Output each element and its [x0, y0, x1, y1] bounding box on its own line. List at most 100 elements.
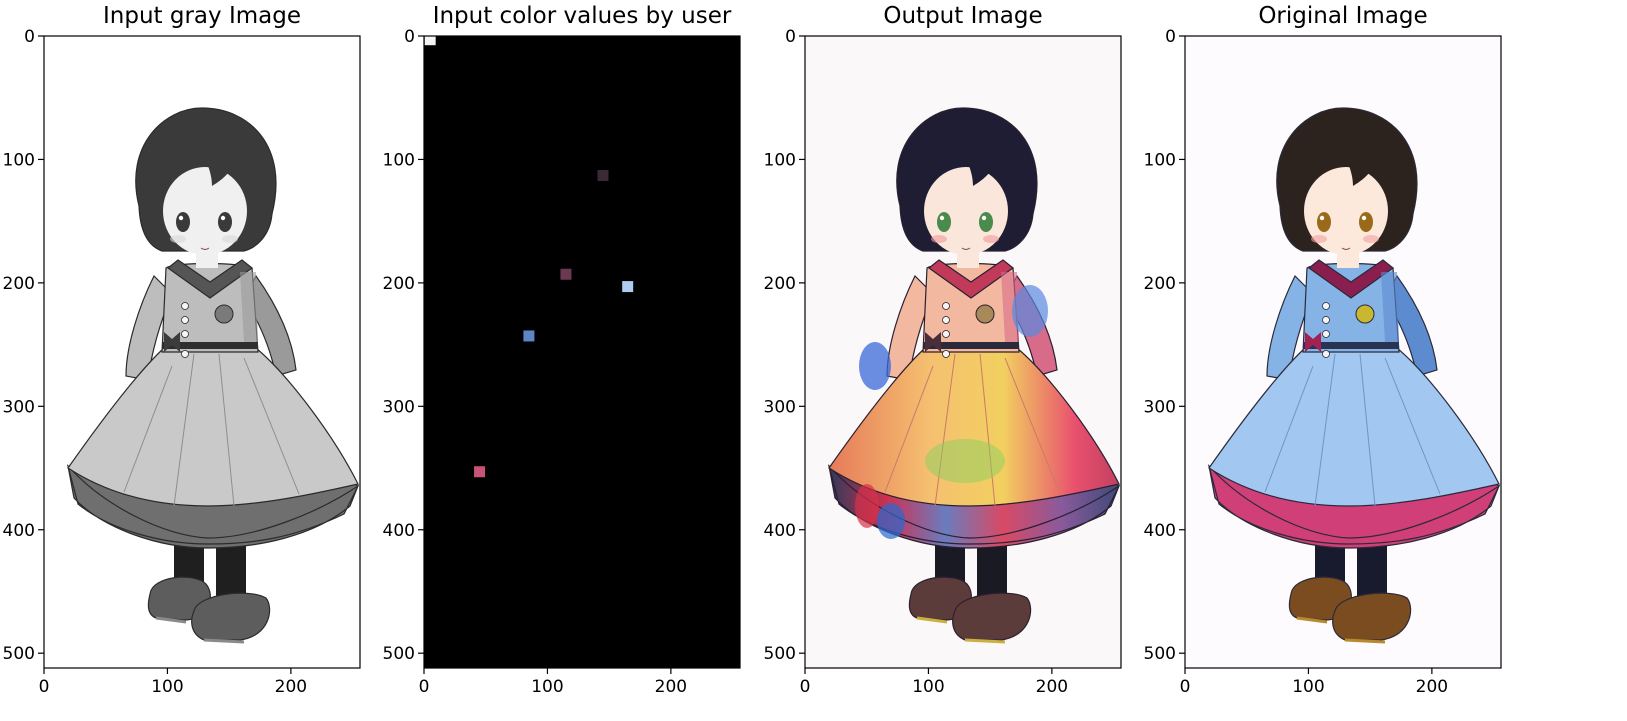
- axes-frame: [423, 35, 741, 669]
- y-tick-label: 200: [3, 274, 35, 294]
- face: [163, 167, 247, 255]
- y-tick-label: 400: [3, 521, 35, 541]
- x-tick-label: 0: [39, 677, 50, 697]
- y-tick-label: 300: [383, 397, 415, 417]
- y-tick-label: 400: [1144, 521, 1176, 541]
- image-area: [44, 36, 360, 668]
- hint-point: [474, 466, 486, 478]
- hair-bangs: [157, 125, 259, 208]
- y-tick-label: 300: [764, 397, 796, 417]
- hint-point: [622, 281, 634, 293]
- eye-left: [937, 212, 951, 232]
- button: [181, 302, 189, 310]
- hint-background: [424, 36, 740, 668]
- badge: [214, 304, 234, 324]
- eye-left: [176, 212, 190, 232]
- hint-point: [424, 36, 436, 46]
- y-tick-label: 0: [24, 27, 35, 47]
- blush-left: [931, 235, 947, 243]
- x-tick-label: 0: [1180, 677, 1191, 697]
- blush-right: [1363, 235, 1379, 243]
- shoe-sole: [155, 616, 245, 644]
- y-tick-label: 500: [1144, 644, 1176, 664]
- y-tick-label: 200: [1144, 274, 1176, 294]
- eye-right: [979, 212, 993, 232]
- axes-frame: [1184, 35, 1502, 669]
- eye-right: [1359, 212, 1373, 232]
- shoe-sole: [1296, 616, 1386, 644]
- belt: [1303, 342, 1399, 349]
- y-tick-label: 500: [383, 644, 415, 664]
- x-tick-label: 0: [800, 677, 811, 697]
- blush-right: [222, 235, 238, 243]
- blush-left: [1311, 235, 1327, 243]
- shoe-sole: [916, 616, 1006, 644]
- blush-right: [983, 235, 999, 243]
- shoe-right: [1332, 592, 1412, 641]
- collar: [1308, 259, 1394, 299]
- y-tick-label: 100: [383, 150, 415, 170]
- y-tick-label: 500: [764, 644, 796, 664]
- y-tick-label: 0: [404, 27, 415, 47]
- hair-bangs: [1298, 125, 1400, 208]
- x-tick-label: 100: [151, 677, 183, 697]
- bow: [164, 332, 180, 352]
- axes-frame: [804, 35, 1122, 669]
- mouth: [1341, 247, 1351, 250]
- button: [942, 330, 950, 338]
- panel-title: Input gray Image: [103, 3, 301, 29]
- x-tick-label: 0: [419, 677, 430, 697]
- blush-left: [170, 235, 186, 243]
- skirt: [828, 347, 1120, 507]
- image-area: [1185, 36, 1501, 668]
- eye-left: [1317, 212, 1331, 232]
- button: [1322, 302, 1330, 310]
- collar: [167, 259, 253, 299]
- panel-title: Original Image: [1258, 3, 1427, 29]
- y-tick-label: 200: [764, 274, 796, 294]
- y-tick-label: 400: [764, 521, 796, 541]
- hint-point: [597, 169, 609, 181]
- y-tick-label: 0: [785, 27, 796, 47]
- y-tick-label: 200: [383, 274, 415, 294]
- button: [1322, 316, 1330, 324]
- shoe-right: [191, 592, 271, 641]
- x-tick-label: 100: [1292, 677, 1324, 697]
- button: [942, 316, 950, 324]
- badge: [975, 304, 995, 324]
- badge: [1355, 304, 1375, 324]
- panel-title: Input color values by user: [433, 3, 732, 29]
- button: [942, 302, 950, 310]
- y-tick-label: 300: [1144, 397, 1176, 417]
- x-tick-label: 200: [275, 677, 307, 697]
- face: [1304, 167, 1388, 255]
- belt: [162, 342, 258, 349]
- axes-frame: [43, 35, 361, 669]
- bow: [925, 332, 941, 352]
- mouth: [961, 247, 971, 250]
- x-tick-label: 200: [655, 677, 687, 697]
- x-tick-label: 200: [1036, 677, 1068, 697]
- button: [181, 316, 189, 324]
- hint-point: [523, 330, 535, 342]
- button: [181, 330, 189, 338]
- y-tick-label: 0: [1165, 27, 1176, 47]
- y-tick-label: 300: [3, 397, 35, 417]
- skirt-folds: [1264, 353, 1441, 507]
- hint-point: [560, 268, 572, 280]
- button: [1322, 350, 1330, 358]
- button: [1322, 330, 1330, 338]
- bow: [1305, 332, 1321, 352]
- skirt-folds: [123, 353, 300, 507]
- belt: [923, 342, 1019, 349]
- y-tick-label: 500: [3, 644, 35, 664]
- button: [942, 350, 950, 358]
- button: [181, 350, 189, 358]
- hair-bangs: [918, 125, 1020, 208]
- panel-2: Input color values by user 0 100 200 300 400 5…: [383, 3, 741, 697]
- image-area: [805, 36, 1121, 668]
